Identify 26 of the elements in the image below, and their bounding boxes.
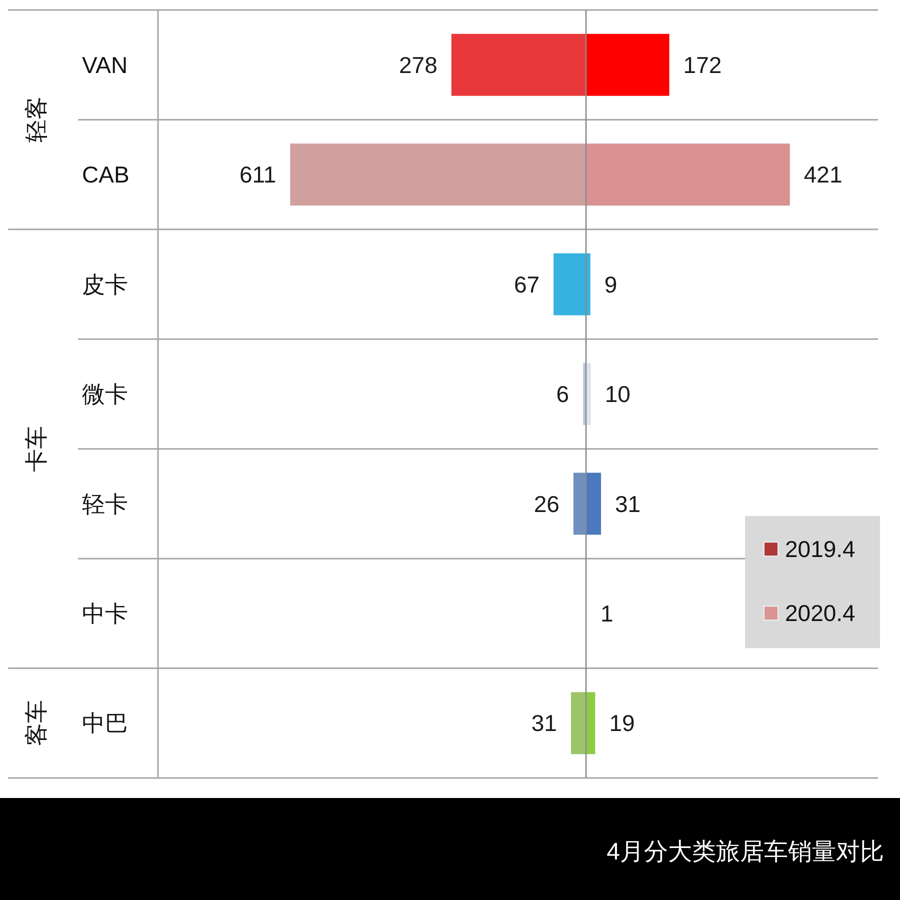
- text: 卡车: [23, 426, 50, 472]
- data-label: 9: [604, 271, 618, 298]
- text: 客车: [23, 700, 50, 746]
- data-label: 31: [531, 710, 557, 736]
- legend-label: 2020.4: [785, 600, 856, 626]
- y-tick-label: 轻卡: [82, 490, 128, 517]
- data-label: 278: [399, 52, 438, 78]
- text: 轻客: [23, 96, 50, 143]
- data-label: 421: [804, 162, 842, 188]
- data-label: 67: [514, 271, 540, 298]
- y-tick-label: 皮卡: [82, 271, 128, 298]
- data-label: 26: [534, 490, 560, 517]
- data-label: 1: [600, 600, 614, 626]
- y-tick-label: 中巴: [82, 710, 128, 736]
- data-label: 31: [615, 490, 641, 517]
- y-tick-label: 微卡: [82, 381, 128, 408]
- y-tick-label: CAB: [82, 162, 130, 188]
- text: 4月分大类旅居车销量对比: [606, 838, 884, 866]
- data-label: 611: [240, 162, 276, 188]
- data-label: 6: [556, 381, 570, 408]
- y-tick-label: 中卡: [82, 600, 128, 626]
- data-label: 172: [683, 52, 722, 78]
- data-label: 10: [604, 381, 630, 408]
- data-label: 19: [609, 710, 635, 736]
- text: 2019.4: [785, 536, 856, 562]
- y-tick-label: VAN: [82, 52, 128, 78]
